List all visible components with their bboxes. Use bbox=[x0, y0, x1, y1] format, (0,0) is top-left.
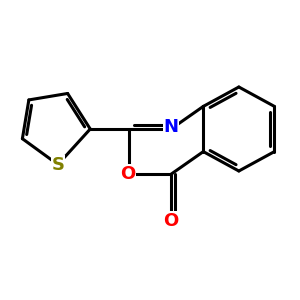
Text: N: N bbox=[164, 118, 178, 136]
Text: O: O bbox=[164, 212, 178, 230]
Text: S: S bbox=[51, 155, 64, 173]
Text: O: O bbox=[120, 165, 135, 183]
